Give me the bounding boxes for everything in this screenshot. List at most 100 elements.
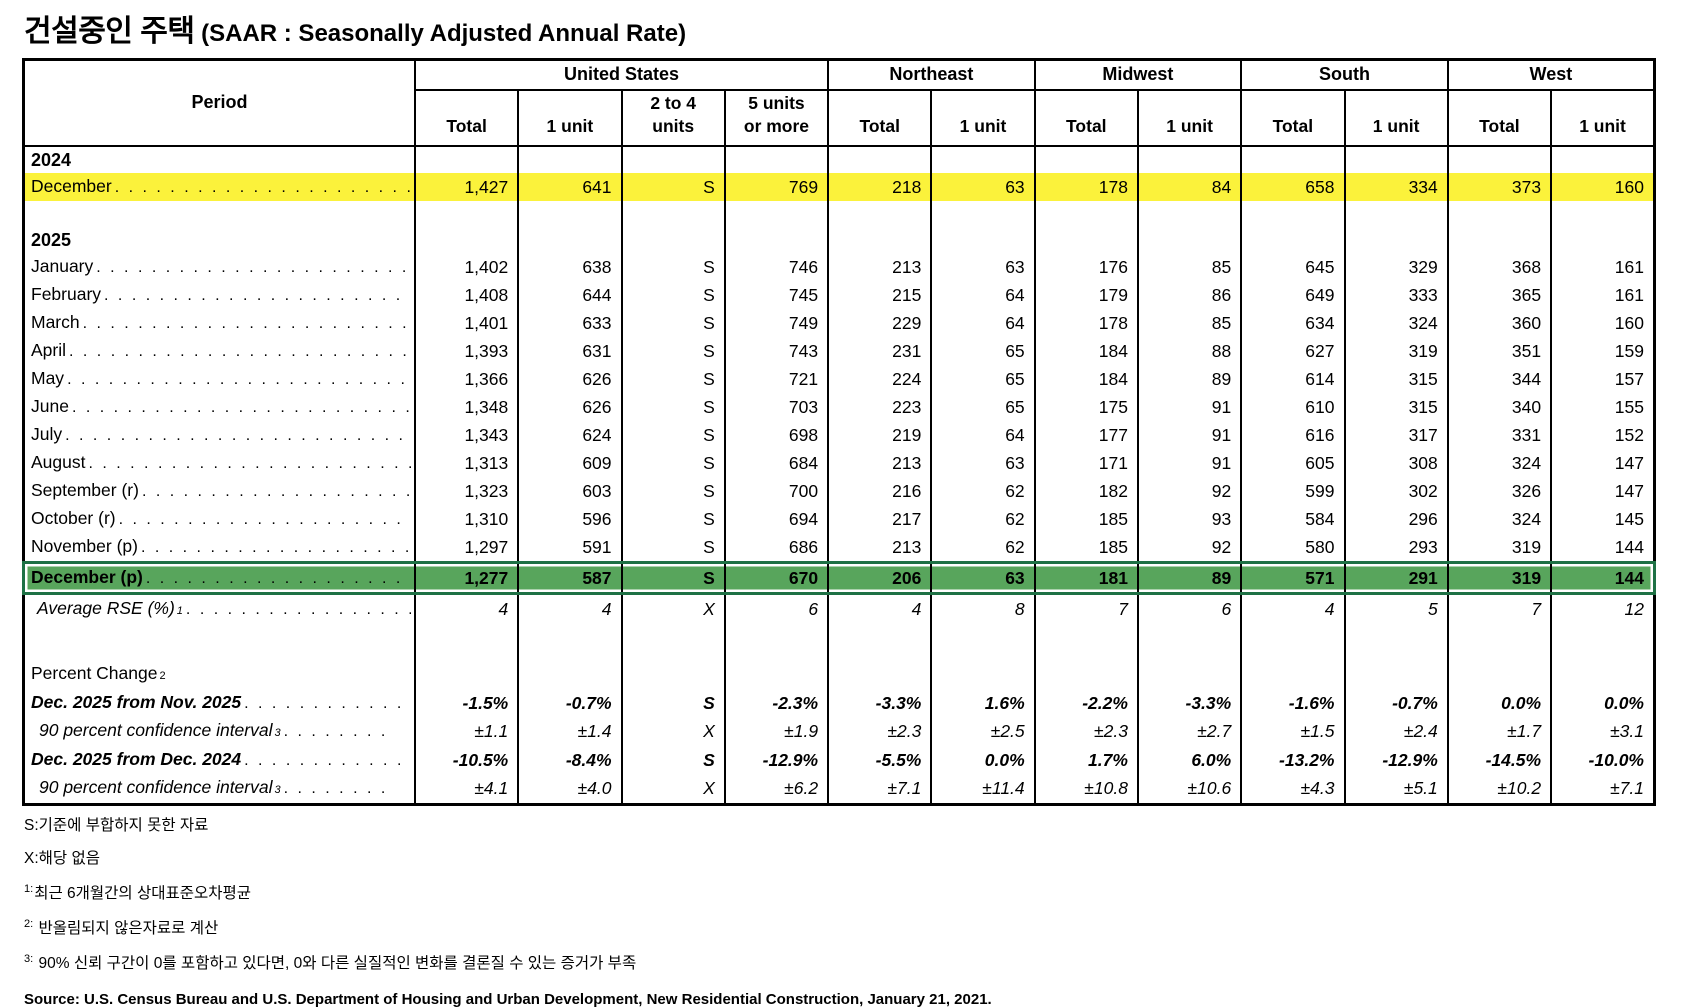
value-cell[interactable]: 63: [930, 172, 1036, 201]
value-cell[interactable]: 213: [827, 532, 933, 562]
value-cell[interactable]: ±7.1: [1550, 773, 1656, 804]
value-cell[interactable]: -3.3%: [1136, 688, 1243, 717]
value-cell[interactable]: 229: [827, 308, 933, 337]
value-cell[interactable]: [1550, 659, 1656, 689]
value-cell[interactable]: 176: [1033, 252, 1139, 281]
value-cell[interactable]: ±2.3: [1033, 716, 1139, 746]
value-cell[interactable]: 1,277: [413, 560, 520, 595]
value-cell[interactable]: 571: [1240, 560, 1346, 595]
value-cell[interactable]: 645: [1240, 252, 1346, 281]
value-cell[interactable]: [1136, 145, 1243, 173]
value-cell[interactable]: 1,408: [413, 280, 520, 309]
value-cell[interactable]: 171: [1033, 448, 1139, 477]
value-cell[interactable]: 641: [517, 172, 623, 201]
value-cell[interactable]: 769: [723, 172, 830, 201]
value-cell[interactable]: 1,348: [413, 392, 520, 421]
value-cell[interactable]: S: [620, 560, 726, 595]
value-cell[interactable]: 596: [517, 504, 623, 533]
value-cell[interactable]: 315: [1343, 392, 1449, 421]
value-cell[interactable]: 0.0%: [1446, 688, 1553, 717]
value-cell[interactable]: ±10.6: [1136, 773, 1243, 804]
value-cell[interactable]: 161: [1550, 280, 1656, 309]
value-cell[interactable]: 215: [827, 280, 933, 309]
value-cell[interactable]: 743: [723, 336, 830, 365]
value-cell[interactable]: [723, 226, 830, 253]
value-cell[interactable]: 91: [1136, 420, 1243, 449]
period-cell[interactable]: [22, 623, 416, 660]
value-cell[interactable]: 213: [827, 448, 933, 477]
value-cell[interactable]: -10.5%: [413, 745, 520, 774]
value-cell[interactable]: -3.3%: [827, 688, 933, 717]
value-cell[interactable]: [1136, 200, 1243, 227]
value-cell[interactable]: [1343, 145, 1449, 173]
value-cell[interactable]: 184: [1033, 364, 1139, 393]
value-cell[interactable]: [1550, 226, 1656, 253]
value-cell[interactable]: 218: [827, 172, 933, 201]
period-cell[interactable]: March . . . . . . . . . . . . . . . . . …: [22, 308, 416, 337]
value-cell[interactable]: 91: [1136, 448, 1243, 477]
value-cell[interactable]: 700: [723, 476, 830, 505]
value-cell[interactable]: 63: [930, 252, 1036, 281]
value-cell[interactable]: ±2.7: [1136, 716, 1243, 746]
period-cell[interactable]: November (p) . . . . . . . . . . . . . .…: [22, 532, 416, 562]
value-cell[interactable]: [517, 226, 623, 253]
value-cell[interactable]: S: [620, 420, 726, 449]
value-cell[interactable]: 296: [1343, 504, 1449, 533]
value-cell[interactable]: X: [620, 593, 726, 624]
value-cell[interactable]: 213: [827, 252, 933, 281]
value-cell[interactable]: S: [620, 280, 726, 309]
value-cell[interactable]: [413, 226, 520, 253]
period-cell[interactable]: June . . . . . . . . . . . . . . . . . .…: [22, 392, 416, 421]
value-cell[interactable]: 160: [1550, 308, 1656, 337]
value-cell[interactable]: 223: [827, 392, 933, 421]
value-cell[interactable]: ±1.1: [413, 716, 520, 746]
value-cell[interactable]: 626: [517, 392, 623, 421]
value-cell[interactable]: [1240, 145, 1346, 173]
value-cell[interactable]: [1446, 200, 1553, 227]
value-cell[interactable]: S: [620, 308, 726, 337]
value-cell[interactable]: 649: [1240, 280, 1346, 309]
value-cell[interactable]: S: [620, 476, 726, 505]
value-cell[interactable]: 698: [723, 420, 830, 449]
value-cell[interactable]: [1446, 623, 1553, 660]
period-cell[interactable]: 2025: [22, 226, 416, 253]
value-cell[interactable]: 1,313: [413, 448, 520, 477]
value-cell[interactable]: [1033, 145, 1139, 173]
value-cell[interactable]: ±10.8: [1033, 773, 1139, 804]
value-cell[interactable]: S: [620, 364, 726, 393]
value-cell[interactable]: -12.9%: [1343, 745, 1449, 774]
value-cell[interactable]: 293: [1343, 532, 1449, 562]
value-cell[interactable]: [930, 659, 1036, 689]
value-cell[interactable]: [723, 623, 830, 660]
value-cell[interactable]: 368: [1446, 252, 1553, 281]
value-cell[interactable]: ±11.4: [930, 773, 1036, 804]
value-cell[interactable]: ±2.5: [930, 716, 1036, 746]
value-cell[interactable]: 216: [827, 476, 933, 505]
value-cell[interactable]: [1033, 226, 1139, 253]
value-cell[interactable]: X: [620, 773, 726, 804]
value-cell[interactable]: 703: [723, 392, 830, 421]
value-cell[interactable]: 745: [723, 280, 830, 309]
value-cell[interactable]: 65: [930, 336, 1036, 365]
value-cell[interactable]: 181: [1033, 560, 1139, 595]
value-cell[interactable]: 626: [517, 364, 623, 393]
value-cell[interactable]: 178: [1033, 172, 1139, 201]
value-cell[interactable]: 0.0%: [930, 745, 1036, 774]
value-cell[interactable]: 319: [1446, 532, 1553, 562]
period-cell[interactable]: Average RSE (%) 1 . . . . . . . . . . . .…: [22, 593, 416, 624]
value-cell[interactable]: 1,343: [413, 420, 520, 449]
value-cell[interactable]: 1.6%: [930, 688, 1036, 717]
value-cell[interactable]: ±5.1: [1343, 773, 1449, 804]
value-cell[interactable]: -2.2%: [1033, 688, 1139, 717]
value-cell[interactable]: 147: [1550, 476, 1656, 505]
value-cell[interactable]: 6.0%: [1136, 745, 1243, 774]
value-cell[interactable]: [1240, 226, 1346, 253]
value-cell[interactable]: ±10.2: [1446, 773, 1553, 804]
value-cell[interactable]: [620, 145, 726, 173]
value-cell[interactable]: [930, 226, 1036, 253]
value-cell[interactable]: 638: [517, 252, 623, 281]
value-cell[interactable]: 633: [517, 308, 623, 337]
value-cell[interactable]: 624: [517, 420, 623, 449]
value-cell[interactable]: [517, 659, 623, 689]
value-cell[interactable]: [413, 145, 520, 173]
